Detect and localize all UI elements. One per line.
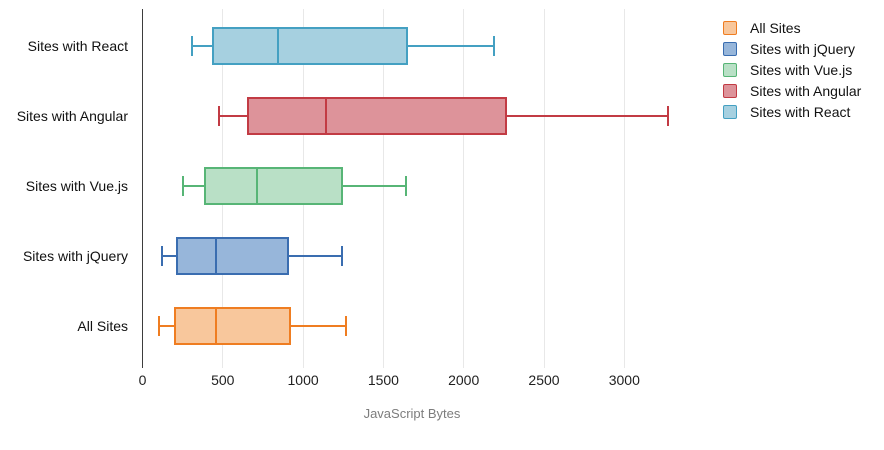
whisker-cap-min: [160, 246, 163, 266]
whisker-cap-max: [404, 176, 407, 196]
whisker-line-max: [291, 325, 347, 327]
whisker-cap-min: [217, 106, 220, 126]
whisker-cap-max: [340, 246, 343, 266]
whisker-line-max: [507, 115, 669, 117]
whisker-cap-min: [191, 36, 194, 56]
legend-item[interactable]: Sites with jQuery: [723, 38, 861, 59]
median-line: [256, 167, 259, 205]
whisker-line-max: [289, 255, 342, 257]
legend: All Sites Sites with jQuery Sites with Vue…: [723, 17, 861, 122]
whisker-line-max: [408, 45, 495, 47]
median-line: [214, 307, 217, 345]
iqr-box: [203, 167, 344, 205]
legend-label: All Sites: [750, 19, 801, 36]
gridline: [463, 9, 465, 368]
legend-swatch-icon: [723, 83, 737, 98]
x-axis-title: JavaScript Bytes: [363, 406, 461, 421]
y-axis-label: Sites with Angular: [16, 108, 128, 124]
gridline: [382, 9, 384, 368]
legend-swatch-icon: [723, 20, 737, 35]
legend-label: Sites with Vue.js: [750, 61, 853, 78]
x-tick-label: 2000: [448, 372, 480, 388]
y-axis-label: All Sites: [77, 318, 128, 334]
whisker-line-max: [343, 185, 406, 187]
legend-swatch-icon: [723, 41, 737, 56]
legend-swatch-icon: [723, 104, 737, 119]
iqr-box: [246, 97, 508, 135]
whisker-cap-min: [158, 316, 161, 336]
legend-label: Sites with Angular: [750, 82, 862, 99]
y-axis-label: Sites with jQuery: [22, 248, 128, 264]
legend-item[interactable]: Sites with Vue.js: [723, 59, 861, 80]
legend-item[interactable]: All Sites: [723, 17, 861, 38]
y-axis-line: [141, 9, 143, 368]
legend-label: Sites with jQuery: [750, 40, 856, 57]
x-tick-label: 1000: [287, 372, 319, 388]
median-line: [214, 237, 217, 275]
median-line: [277, 27, 280, 65]
x-tick-label: 0: [138, 372, 147, 388]
whisker-line-min: [182, 185, 204, 187]
whisker-line-min: [192, 45, 212, 47]
iqr-box: [176, 237, 290, 275]
whisker-cap-max: [667, 106, 670, 126]
gridline: [623, 9, 625, 368]
iqr-box: [211, 27, 409, 65]
y-axis-label: Sites with React: [27, 38, 128, 54]
x-tick-label: 500: [211, 372, 235, 388]
x-tick-label: 3000: [608, 372, 640, 388]
whisker-line-min: [161, 255, 177, 257]
whisker-cap-max: [493, 36, 496, 56]
whisker-cap-max: [345, 316, 348, 336]
y-axis-label: Sites with Vue.js: [25, 178, 128, 194]
gridline: [543, 9, 545, 368]
legend-swatch-icon: [723, 62, 737, 77]
legend-item[interactable]: Sites with Angular: [723, 80, 861, 101]
iqr-box: [173, 307, 292, 345]
whisker-cap-min: [181, 176, 184, 196]
x-tick-label: 1500: [367, 372, 399, 388]
x-tick-label: 2500: [528, 372, 560, 388]
legend-label: Sites with React: [750, 103, 851, 120]
median-line: [324, 97, 327, 135]
legend-item[interactable]: Sites with React: [723, 101, 861, 122]
whisker-line-min: [218, 115, 247, 117]
whisker-line-min: [159, 325, 174, 327]
